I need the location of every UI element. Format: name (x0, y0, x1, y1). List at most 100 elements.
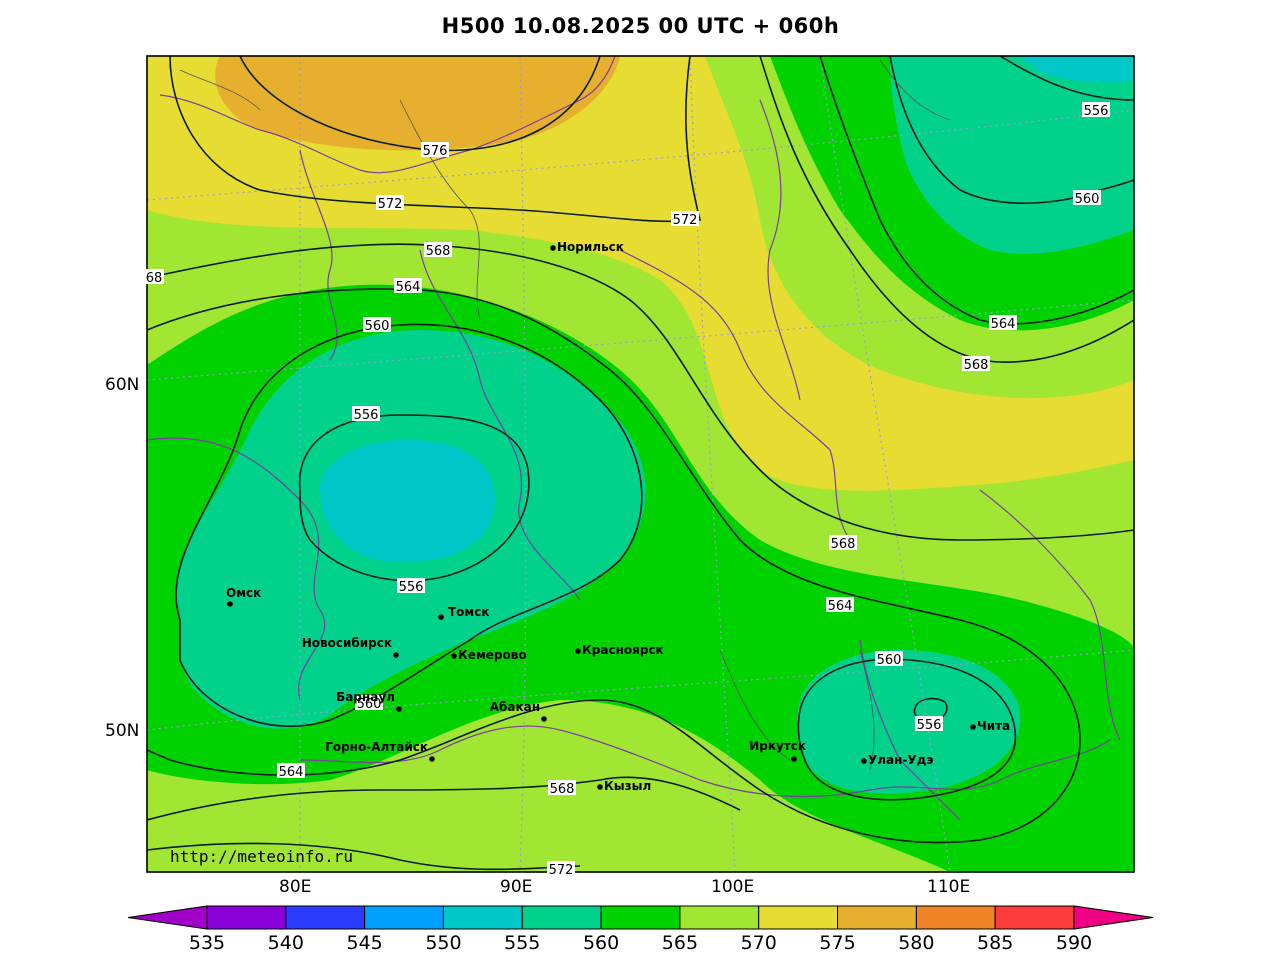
contour-label: 576 (423, 144, 448, 159)
contour-568-east (759, 56, 1134, 363)
colorbar-tick-label: 560 (583, 932, 619, 954)
colorbar-tick-label: 585 (977, 932, 1013, 954)
colorbar-tick-label: 555 (504, 932, 540, 954)
contour-label: 568 (831, 537, 856, 552)
contour-label-bg (875, 651, 903, 666)
city-label: Абакан (490, 700, 540, 714)
contour-label-bg (376, 195, 404, 210)
contour-label-bg (962, 356, 990, 371)
city-dot (227, 601, 233, 607)
colorbar-swatch (758, 905, 839, 930)
contour-label: 68 (146, 271, 163, 286)
contour-560-west (175, 323, 643, 728)
contour-label-bg (352, 406, 380, 421)
lon-label-90e: 90E (500, 877, 532, 897)
contour-label: 556 (1084, 104, 1109, 119)
filled-height-field (147, 56, 1134, 872)
contour-labels: 576 572 572 568 68 564 560 556 556 568 564 564 560 56… (144, 102, 1110, 878)
city-dot (451, 653, 457, 659)
city-label: Новосибирск (302, 636, 392, 650)
colorbar-swatch (442, 905, 523, 930)
contour-label: 560 (1075, 192, 1100, 207)
band-575-580 (215, 56, 620, 151)
city-dot (791, 756, 797, 762)
colorbar-tick-label: 575 (819, 932, 855, 954)
contour-label: 556 (354, 408, 379, 423)
contour-label-bg (915, 716, 943, 731)
colorbar-tick-label: 545 (347, 932, 383, 954)
city-dot (429, 756, 435, 762)
colorbar-over-arrow (1073, 905, 1154, 930)
borders (147, 56, 1121, 821)
city-dot (597, 784, 603, 790)
colorbar-swatch (285, 905, 366, 930)
contour-label: 572 (549, 863, 574, 878)
lon-label-100e: 100E (711, 877, 754, 897)
lon-label-110e: 110E (927, 877, 970, 897)
contour-label: 568 (550, 782, 575, 797)
contour-label-bg (394, 278, 422, 293)
contour-label: 564 (991, 317, 1016, 332)
city-label: Омск (226, 586, 261, 600)
rivers (179, 59, 951, 771)
contour-label: 572 (378, 197, 403, 212)
contour-label-bg (1082, 102, 1110, 117)
colorbar-swatch (521, 905, 602, 930)
contour-label-bg (826, 597, 854, 612)
contour-label-bg (397, 578, 425, 593)
contour-564-west (147, 288, 1081, 844)
contour-572 (169, 56, 702, 223)
colorbar-tick-label: 570 (741, 932, 777, 954)
contour-556-ne (999, 56, 1134, 101)
contour-label-bg (548, 780, 576, 795)
colorbar: 535 540 545 550 555 560 565 570 575 580 585 590 (127, 905, 1154, 954)
city-dot (861, 758, 867, 764)
city-label: Кемерово (458, 648, 527, 662)
city-label: Чита (977, 719, 1010, 733)
contour-label: 556 (399, 580, 424, 595)
lon-label-80e: 80E (279, 877, 311, 897)
city-label: Горно-Алтайск (325, 740, 428, 754)
colorbar-tick-label: 535 (189, 932, 225, 954)
contour-label-bg (277, 763, 305, 778)
contour-label-bg (829, 535, 857, 550)
city-dot (541, 716, 547, 722)
city-label: Томск (448, 605, 490, 619)
credit-url: http://meteoinfo.ru (170, 847, 353, 866)
contour-label: 564 (279, 765, 304, 780)
contour-label-bg (989, 315, 1017, 330)
contour-label: 560 (365, 319, 390, 334)
lat-label-50n: 50N (105, 721, 139, 741)
colorbar-tick-label: 580 (898, 932, 934, 954)
map-frame (146, 55, 1135, 873)
height-contours (147, 56, 1134, 871)
contour-label: 560 (877, 653, 902, 668)
contour-564-east (819, 56, 1134, 325)
contour-label-bg (421, 142, 449, 157)
city-label: Барнаул (336, 690, 395, 704)
colorbar-swatch (837, 905, 917, 930)
contour-label-bg (671, 211, 699, 226)
colorbar-tick-label: 565 (662, 932, 698, 954)
city-markers: Норильск Омск Томск Новосибирск Кемерово Крас… (226, 240, 1010, 793)
colorbar-swatch (206, 905, 287, 930)
page-title: H500 10.08.2025 00 UTC + 060h (441, 14, 840, 38)
colorbar-tick-label: 590 (1056, 932, 1092, 954)
contour-label-bg (363, 317, 391, 332)
contour-label: 564 (828, 599, 853, 614)
city-dot (550, 245, 556, 251)
city-dot (396, 706, 402, 712)
contour-label: 568 (426, 244, 451, 259)
city-dot (438, 614, 444, 620)
colorbar-under-arrow (127, 905, 208, 930)
colorbar-swatch (915, 905, 996, 930)
colorbar-swatch (364, 905, 444, 930)
contour-label: 560 (357, 697, 382, 712)
contour-label-bg (1073, 190, 1101, 205)
contour-label-bg (547, 861, 575, 876)
band-555-560-east (796, 650, 1021, 794)
contour-label: 564 (396, 280, 421, 295)
contour-label: 568 (964, 358, 989, 373)
contour-label-bg (424, 242, 452, 257)
